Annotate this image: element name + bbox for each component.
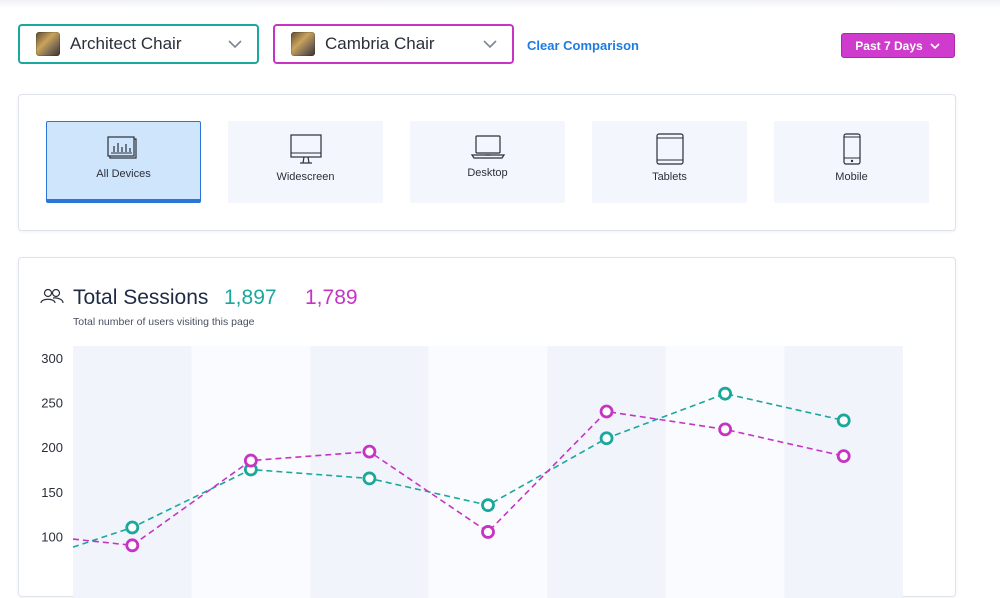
data-point (718, 422, 733, 437)
device-tab-tablets[interactable]: Tablets (592, 121, 747, 203)
device-label: Tablets (652, 171, 687, 183)
chart-column-band (784, 346, 903, 598)
device-tab-widescreen[interactable]: Widescreen (228, 121, 383, 203)
product-a-total: 1,897 (224, 286, 277, 309)
widescreen-monitor-icon (289, 134, 322, 164)
data-point (836, 413, 851, 428)
y-tick-label: 300 (41, 351, 63, 366)
chevron-down-icon[interactable] (225, 34, 245, 54)
chevron-down-icon (930, 42, 940, 49)
data-point (599, 404, 614, 419)
total-sessions-card: Total Sessions 1,897 1,789 Total number … (18, 257, 956, 598)
cambria-chair-thumbnail (291, 32, 315, 56)
chart-column-band (547, 346, 666, 598)
y-tick-label: 100 (41, 529, 63, 544)
data-point (362, 471, 377, 486)
data-point (243, 453, 258, 468)
clear-comparison-link[interactable]: Clear Comparison (527, 38, 639, 53)
chart-subtitle: Total number of users visiting this page (73, 316, 255, 328)
chart-title: Total Sessions (73, 286, 209, 309)
chevron-down-icon[interactable] (480, 34, 500, 54)
product-a-select[interactable]: Architect Chair (18, 24, 259, 64)
product-b-label: Cambria Chair (325, 34, 435, 53)
y-tick-label: 150 (41, 485, 63, 500)
tablet-icon (655, 133, 684, 165)
device-label: Desktop (467, 167, 508, 179)
product-b-select[interactable]: Cambria Chair (273, 24, 514, 64)
top-bar (0, 0, 1000, 8)
date-range-button[interactable]: Past 7 Days (841, 33, 955, 58)
data-point (836, 449, 851, 464)
data-point (362, 444, 377, 459)
device-label: Widescreen (276, 171, 335, 183)
mobile-phone-icon (842, 133, 861, 165)
y-tick-label: 250 (41, 396, 63, 411)
device-tab-all[interactable]: All Devices (46, 121, 201, 203)
data-point (718, 386, 733, 401)
device-label: All Devices (96, 168, 151, 180)
y-tick-label: 200 (41, 440, 63, 455)
architect-chair-thumbnail (36, 32, 60, 56)
data-point (125, 520, 140, 535)
device-tab-mobile[interactable]: Mobile (774, 121, 929, 203)
data-point (125, 538, 140, 553)
device-label: Mobile (835, 171, 868, 183)
sessions-line-chart: 300 250 200 150 100 (41, 346, 903, 598)
date-range-label: Past 7 Days (855, 38, 923, 53)
product-b-total: 1,789 (305, 286, 358, 309)
data-point (481, 525, 495, 539)
all-devices-icon (106, 136, 137, 159)
device-filter-panel: All Devices Widescreen Desktop Tablets (18, 94, 956, 231)
data-point (481, 498, 495, 513)
users-icon (40, 288, 64, 304)
chart-column-band (73, 346, 192, 598)
device-tab-desktop[interactable]: Desktop (410, 121, 565, 203)
laptop-icon (470, 135, 505, 159)
chart-column-band (428, 346, 548, 598)
chart-column-band (665, 346, 785, 598)
product-a-label: Architect Chair (70, 34, 182, 53)
data-point (599, 431, 614, 446)
series-line (72, 410, 844, 547)
